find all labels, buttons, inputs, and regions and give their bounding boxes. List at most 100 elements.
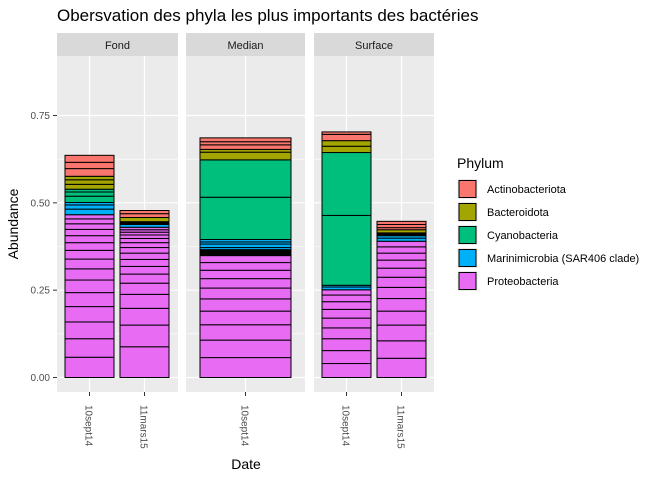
legend-swatch [458, 272, 477, 290]
facet-panel: Median 10sept14 [186, 33, 305, 447]
legend-label: Actinobacteriota [487, 184, 567, 196]
bar-segment [64, 191, 115, 197]
legend-swatch [458, 249, 477, 267]
stacked-bar [64, 154, 115, 379]
bar-segment [64, 154, 115, 163]
bar-segment [64, 242, 115, 251]
bar-segment [199, 339, 292, 359]
bar-segment [321, 131, 372, 135]
bar-segment [376, 240, 427, 248]
legend-swatch [458, 180, 477, 198]
bar-segment [119, 346, 170, 378]
bar-segment [321, 363, 372, 379]
bar-segment [199, 151, 292, 161]
legend-title: Phylum [457, 155, 504, 171]
bar-segment [321, 133, 372, 142]
bar-segment [64, 223, 115, 230]
bar-segment [119, 293, 170, 309]
bar-segment [376, 246, 427, 254]
bar-segment [119, 237, 170, 244]
bar-segment [119, 242, 170, 249]
bar-segment [321, 327, 372, 340]
facet-panel: Surface 10sept14 11mars15 [314, 33, 434, 449]
stacked-bar [321, 131, 372, 379]
bar-segment [199, 298, 292, 312]
y-tick-label: 0.00 [31, 373, 51, 384]
bar-segment [64, 292, 115, 308]
bar-segment [64, 214, 115, 220]
bar-segment [321, 350, 372, 365]
facet-panel: Fond 10sept14 11mars15 [57, 33, 178, 449]
facet-strip [314, 33, 434, 56]
bar-segment [376, 286, 427, 300]
bar-segment [199, 159, 292, 198]
y-tick-label: 0.50 [31, 198, 51, 209]
x-tick-label: 10sept14 [340, 405, 351, 447]
bar-segment [64, 338, 115, 358]
bar-segment [199, 255, 292, 264]
bar-segment [64, 235, 115, 244]
bar-segment [64, 175, 115, 181]
bar-segment [119, 307, 170, 326]
bar-segment [199, 287, 292, 300]
legend-item: Actinobacteriota [457, 179, 567, 199]
bar-segment [376, 310, 427, 326]
bar-segment [64, 356, 115, 379]
bar-segment [199, 262, 292, 271]
bar-segment [119, 282, 170, 295]
bar-segment [376, 357, 427, 378]
bar-segment [321, 308, 372, 319]
bar-segment [64, 183, 115, 190]
bar-segment [119, 265, 170, 275]
bar-segment [321, 145, 372, 154]
x-axis-title: Date [231, 456, 261, 472]
bar-segment [199, 144, 292, 150]
bar-segment [64, 279, 115, 294]
bar-segment [64, 249, 115, 260]
bar-segment [321, 214, 372, 286]
bar-segment [376, 324, 427, 342]
bar-segment [64, 228, 115, 237]
y-axis-title: Abundance [5, 188, 21, 259]
x-tick-label: 11mars15 [395, 405, 406, 449]
bar-segment [199, 278, 292, 289]
bar-segment [119, 247, 170, 254]
legend-item: Marinimicrobia (SAR406 clade) [457, 248, 639, 268]
bar-segment [64, 218, 115, 225]
legend-label: Proteobacteria [487, 276, 559, 288]
facet-strip-label: Fond [105, 40, 130, 52]
bar-segment [199, 310, 292, 326]
bar-segment [64, 195, 115, 203]
bar-segment [199, 249, 292, 257]
stacked-bar [376, 220, 427, 378]
bar-segment [376, 252, 427, 261]
bar-segment [376, 267, 427, 278]
legend-label: Marinimicrobia (SAR406 clade) [487, 253, 639, 265]
bar-segment [119, 324, 170, 348]
bar-segment [321, 152, 372, 216]
bar-segment [199, 137, 292, 143]
bar-segment [199, 243, 292, 249]
bar-segment [64, 208, 115, 216]
facet-strip [186, 33, 305, 56]
legend-item: Bacteroidota [457, 202, 550, 222]
y-axis: 0.00 0.25 0.50 0.75 [31, 111, 57, 384]
bar-segment [64, 161, 115, 170]
bar-segment [199, 269, 292, 280]
bar-segment [64, 179, 115, 185]
legend-swatch [458, 203, 477, 221]
x-tick-label: 11mars15 [138, 405, 149, 449]
bar-segment [376, 220, 427, 225]
stacked-bar [199, 137, 292, 379]
legend: Phylum Actinobacteriota Bacteroidota Cyano… [457, 155, 639, 291]
bar-segment [64, 321, 115, 340]
bar-segment [321, 338, 372, 352]
facet-strip-label: Median [227, 40, 263, 52]
legend-label: Cyanobacteria [487, 230, 559, 242]
bar-segment [119, 217, 170, 223]
bar-segment [64, 204, 115, 210]
bar-segment [376, 276, 427, 288]
bar-segment [64, 258, 115, 270]
